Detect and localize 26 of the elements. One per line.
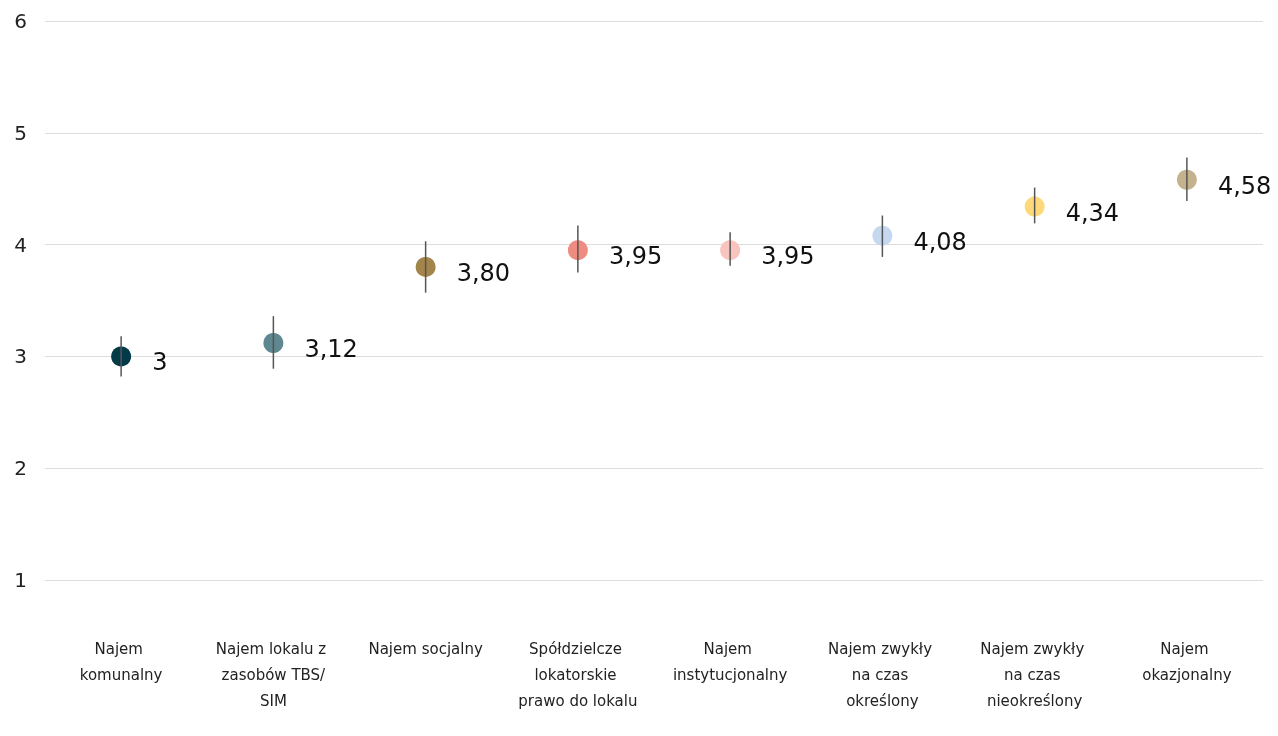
data-label: 4,58 xyxy=(1217,171,1272,200)
data-label: 4,34 xyxy=(1065,198,1120,227)
data-label: 3,12 xyxy=(304,334,358,363)
y-tick-label: 4 xyxy=(14,232,27,257)
x-tick-label: Najem zwykły na czas nieokreślony xyxy=(980,640,1090,710)
y-tick-label: 1 xyxy=(14,568,27,592)
data-label: 3 xyxy=(152,348,168,377)
point xyxy=(263,332,284,353)
data-label: 4,08 xyxy=(913,227,967,256)
point xyxy=(415,256,436,277)
point xyxy=(872,225,893,246)
y-tick-label: 5 xyxy=(14,120,27,145)
x-tick-label: Najem komunalny xyxy=(79,640,163,684)
data-label: 3,95 xyxy=(761,242,815,271)
y-tick-label: 2 xyxy=(14,456,27,481)
point xyxy=(1024,196,1045,217)
data-label: 3,95 xyxy=(608,242,663,271)
data-label: 3,80 xyxy=(456,258,511,287)
y-tick-label: 6 xyxy=(14,9,27,33)
x-tick-label: Najem socjalny xyxy=(368,640,483,658)
x-tick-label: Najem zwykły na czas określony xyxy=(827,640,937,710)
y-tick-label: 3 xyxy=(14,344,27,369)
x-tick-label: Spółdzielcze lokatorskie prawo do lokalu xyxy=(518,640,638,710)
x-tick-label: Najem okazjonalny xyxy=(1142,640,1232,684)
x-tick-label: Najem lokalu z zasobów TBS/SIM xyxy=(215,640,331,710)
x-tick-label: Najem instytucjonalny xyxy=(672,640,788,684)
